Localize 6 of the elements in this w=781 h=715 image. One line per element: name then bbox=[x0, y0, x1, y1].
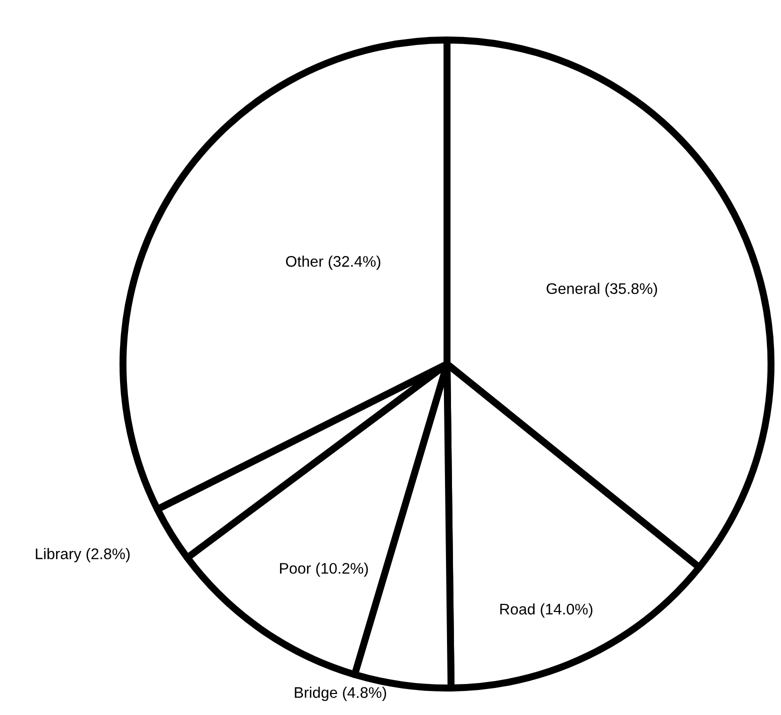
slice-label: Library (2.8%) bbox=[36, 548, 130, 562]
slice-label: Poor (10.2%) bbox=[280, 562, 368, 577]
slice-label: Road (14.0%) bbox=[500, 603, 592, 618]
slice-label: Bridge (4.8%) bbox=[294, 686, 386, 701]
slice-label: Other (32.4%) bbox=[286, 256, 380, 270]
slice-label: General (35.8%) bbox=[546, 282, 658, 298]
